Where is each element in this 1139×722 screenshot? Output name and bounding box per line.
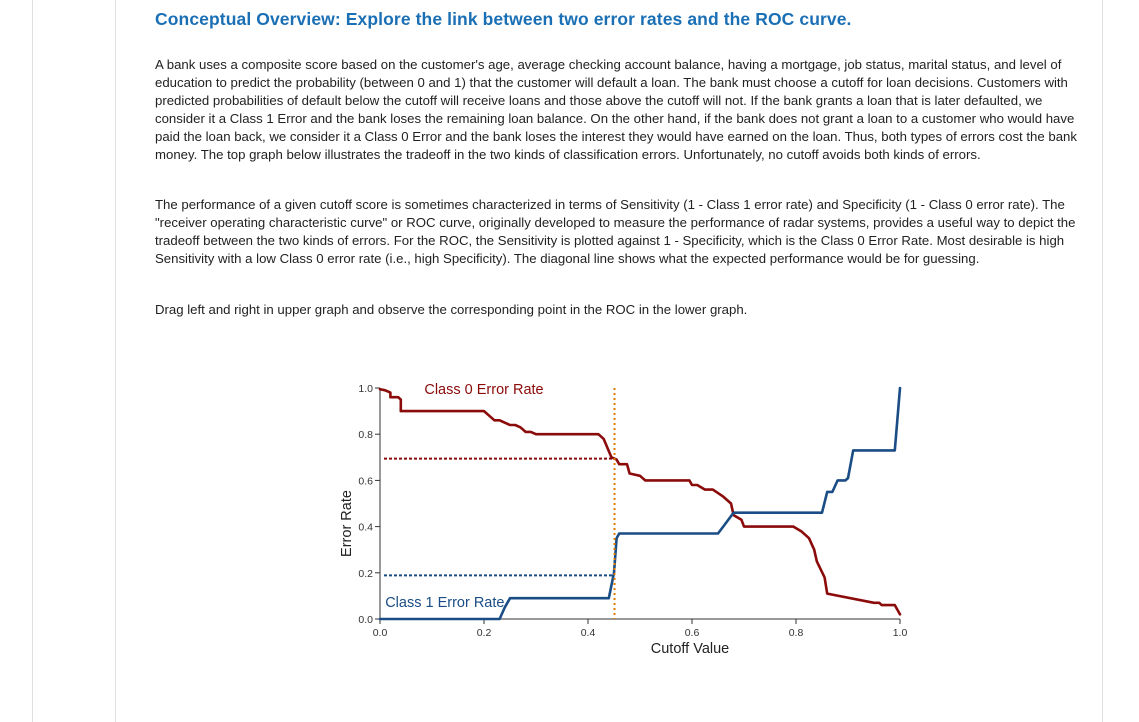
x-tick-label: 1.0	[893, 627, 908, 639]
y-tick-label: 0.8	[358, 429, 373, 441]
y-tick-label: 1.0	[358, 383, 373, 395]
x-tick-label: 0.4	[581, 627, 596, 639]
y-tick-label: 0.6	[358, 475, 373, 487]
x-tick-label: 0.8	[789, 627, 804, 639]
y-tick-label: 0.2	[358, 568, 373, 580]
content-left-border	[115, 0, 116, 722]
y-tick-label: 0.0	[358, 614, 373, 626]
class-0-series-label: Class 0 Error Rate	[424, 382, 543, 398]
class-1-error-line	[378, 386, 902, 621]
page-title: Conceptual Overview: Explore the link be…	[155, 9, 852, 29]
y-tick-label: 0.4	[358, 522, 373, 534]
roc-paragraph: The performance of a given cutoff score …	[155, 197, 1076, 266]
right-frame-border	[1102, 0, 1103, 722]
left-frame-border	[32, 0, 33, 722]
y-axis-title: Error Rate	[339, 490, 355, 557]
error-rate-chart[interactable]: 0.0 0.2 0.4 0.6 0.8 1.0 0.0 0.2 0.4 0.6 0.8 1.0 Cuto…	[330, 378, 920, 668]
error-rate-chart-svg[interactable]: 0.0 0.2 0.4 0.6 0.8 1.0 0.0 0.2 0.4 0.6 0.8 1.0 Cuto…	[330, 378, 920, 668]
x-tick-label: 0.6	[685, 627, 700, 639]
x-tick-label: 0.0	[373, 627, 388, 639]
instruction-paragraph: Drag left and right in upper graph and o…	[155, 302, 748, 317]
class-0-error-line	[378, 387, 902, 616]
intro-paragraph: A bank uses a composite score based on t…	[155, 57, 1077, 162]
x-tick-label: 0.2	[477, 627, 492, 639]
x-axis-title: Cutoff Value	[651, 641, 729, 657]
class-1-series-label: Class 1 Error Rate	[385, 595, 504, 611]
